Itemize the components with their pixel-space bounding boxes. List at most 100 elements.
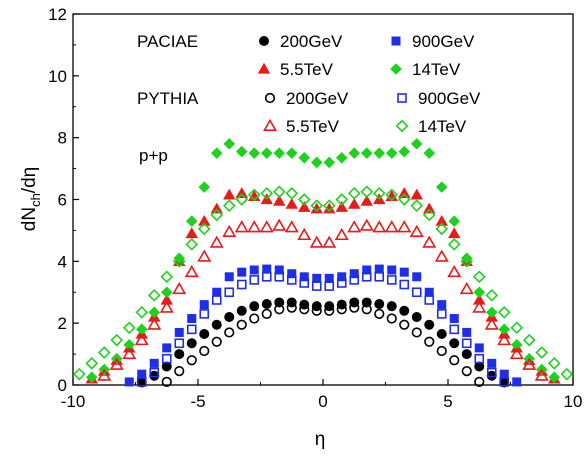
legend-label-pythia-14tev: 14TeV xyxy=(418,117,467,136)
marker-paciae-14tev xyxy=(85,371,98,384)
marker-paciae-14tev xyxy=(398,145,411,158)
marker-paciae-5.5tev xyxy=(348,197,361,209)
marker-pythia-5.5tev xyxy=(459,281,474,295)
marker-paciae-200gev xyxy=(261,298,272,309)
marker-paciae-900gev xyxy=(387,265,397,275)
marker-paciae-14tev xyxy=(548,371,561,384)
marker-pythia-200gev xyxy=(411,327,422,338)
marker-paciae-14tev xyxy=(135,323,148,336)
marker-pythia-200gev xyxy=(349,302,360,313)
y-tick-label-12: 12 xyxy=(48,5,67,24)
marker-pythia-5.5tev xyxy=(522,357,537,370)
marker-pythia-5.5tev xyxy=(534,368,549,381)
marker-pythia-900gev xyxy=(149,367,160,378)
marker-pythia-900gev xyxy=(274,271,285,282)
marker-pythia-900gev xyxy=(261,271,272,282)
marker-pythia-5.5tev xyxy=(422,235,437,248)
marker-pythia-14tev xyxy=(485,289,499,302)
marker-pythia-5.5tev xyxy=(334,227,349,241)
marker-pythia-5.5tev xyxy=(284,220,299,233)
marker-pythia-900gev xyxy=(311,281,322,291)
marker-paciae-14tev xyxy=(485,306,498,319)
marker-paciae-14tev xyxy=(410,138,423,150)
marker-paciae-200gev xyxy=(161,361,172,372)
marker-pythia-900gev xyxy=(474,353,485,364)
marker-pythia-14tev xyxy=(410,199,424,213)
marker-pythia-14tev xyxy=(97,346,111,359)
marker-pythia-14tev xyxy=(560,367,574,381)
marker-paciae-200gev xyxy=(424,319,435,330)
marker-pythia-14tev xyxy=(210,208,224,222)
marker-paciae-900gev xyxy=(149,358,159,368)
marker-paciae-900gev xyxy=(487,358,497,368)
marker-pythia-900gev xyxy=(211,295,222,305)
marker-paciae-5.5tev xyxy=(298,201,311,212)
x-tick-label-10: 10 xyxy=(564,392,583,411)
marker-paciae-900gev xyxy=(474,343,484,353)
legend-group-label-paciae: PACIAE xyxy=(137,32,198,51)
marker-paciae-14tev xyxy=(360,147,373,159)
marker-pythia-900gev xyxy=(361,271,372,282)
marker-paciae-200gev xyxy=(411,311,422,322)
x-tick-label-5: 5 xyxy=(443,392,452,411)
legend-symbol-pythia-200gev xyxy=(264,92,276,104)
marker-pythia-5.5tev xyxy=(434,249,449,262)
marker-pythia-5.5tev xyxy=(447,264,462,278)
marker-pythia-5.5tev xyxy=(347,220,362,233)
legend: PACIAE PYTHIA 200GeV 900GeV 5.5TeV 14TeV… xyxy=(137,32,481,136)
marker-pythia-5.5tev xyxy=(322,235,337,248)
marker-pythia-900gev xyxy=(236,279,247,290)
legend-group-label-pythia: PYTHIA xyxy=(137,89,199,108)
marker-pythia-900gev xyxy=(411,287,422,298)
marker-pythia-900gev xyxy=(161,353,172,364)
marker-paciae-900gev xyxy=(424,287,434,297)
marker-paciae-14tev xyxy=(298,151,311,164)
legend-symbol-paciae-900gev xyxy=(391,36,401,46)
marker-pythia-14tev xyxy=(510,321,524,335)
marker-pythia-5.5tev xyxy=(397,220,412,233)
marker-pythia-200gev xyxy=(211,336,222,347)
marker-paciae-900gev xyxy=(224,272,234,282)
marker-paciae-200gev xyxy=(211,319,222,330)
marker-paciae-14tev xyxy=(185,215,198,227)
marker-pythia-200gev xyxy=(386,313,397,324)
marker-paciae-200gev xyxy=(386,301,397,312)
legend-symbol-paciae-5.5tev xyxy=(257,62,271,74)
marker-pythia-14tev xyxy=(197,222,211,236)
marker-pythia-5.5tev xyxy=(259,220,274,233)
marker-paciae-5.5tev xyxy=(435,214,448,226)
marker-paciae-900gev xyxy=(199,300,209,310)
marker-pythia-14tev xyxy=(497,306,511,319)
marker-pythia-5.5tev xyxy=(297,227,312,241)
marker-paciae-200gev xyxy=(486,370,497,381)
marker-pythia-14tev xyxy=(522,333,536,347)
marker-pythia-14tev xyxy=(272,185,286,199)
legend-symbol-paciae-14tev xyxy=(390,63,402,75)
x-tick-label--10: -10 xyxy=(61,392,86,411)
marker-paciae-14tev xyxy=(248,147,261,159)
y-axis-label: dNch/dη xyxy=(19,167,43,231)
marker-paciae-14tev xyxy=(448,215,461,227)
marker-paciae-14tev xyxy=(460,252,473,265)
marker-paciae-900gev xyxy=(299,272,309,282)
marker-pythia-5.5tev xyxy=(372,220,387,233)
marker-pythia-200gev xyxy=(299,304,310,315)
marker-paciae-200gev xyxy=(224,311,235,322)
marker-pythia-5.5tev xyxy=(384,220,399,233)
marker-paciae-5.5tev xyxy=(248,190,261,202)
marker-paciae-200gev xyxy=(199,328,210,339)
marker-pythia-900gev xyxy=(324,281,335,291)
marker-paciae-14tev xyxy=(198,181,211,193)
marker-paciae-5.5tev xyxy=(310,202,323,214)
marker-paciae-900gev xyxy=(362,265,372,275)
marker-pythia-900gev xyxy=(349,275,360,285)
marker-pythia-5.5tev xyxy=(472,300,487,313)
marker-paciae-14tev xyxy=(385,147,398,159)
x-tick-label--5: -5 xyxy=(190,392,205,411)
marker-paciae-14tev xyxy=(335,151,348,164)
legend-label-pythia-5.5tev: 5.5TeV xyxy=(286,117,340,136)
marker-pythia-14tev xyxy=(247,188,261,202)
y-tick-label-8: 8 xyxy=(58,129,67,148)
marker-pythia-200gev xyxy=(261,308,272,319)
marker-paciae-5.5tev xyxy=(423,202,436,214)
